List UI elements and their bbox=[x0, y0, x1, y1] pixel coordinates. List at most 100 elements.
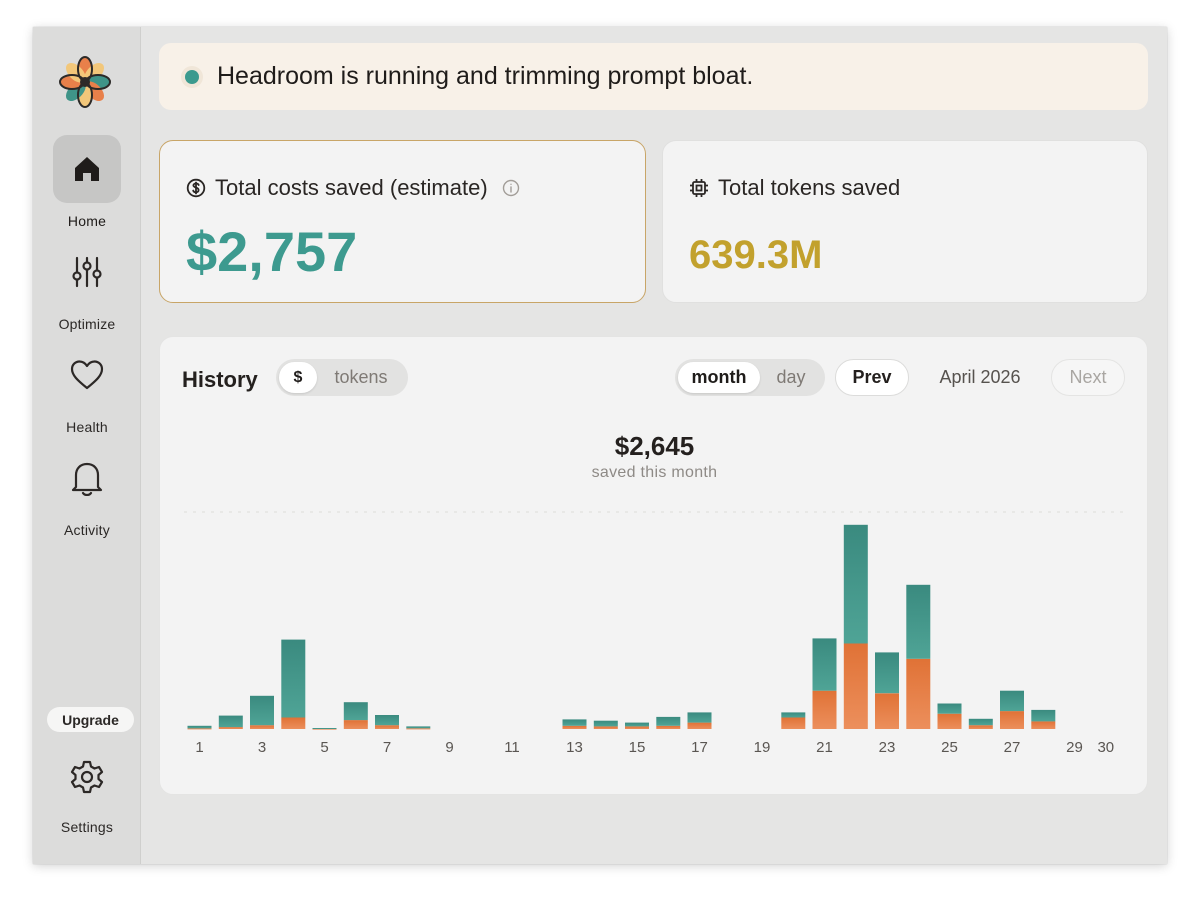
bar-day-4-series-0[interactable] bbox=[281, 717, 306, 730]
bar-day-5-series-1[interactable] bbox=[312, 728, 337, 729]
tokens-value: 639.3M bbox=[689, 233, 823, 277]
bar-day-13-series-1[interactable] bbox=[562, 719, 587, 726]
bar-day-7-series-0[interactable] bbox=[375, 725, 399, 729]
period-month-option[interactable]: month bbox=[678, 362, 760, 393]
sidebar-item-health[interactable]: Health bbox=[33, 341, 141, 435]
bar-day-3-series-0[interactable] bbox=[250, 725, 274, 729]
x-tick-label: 30 bbox=[1097, 739, 1114, 756]
bar-day-17-series-1[interactable] bbox=[687, 712, 712, 723]
bar-day-22-series-0[interactable] bbox=[843, 643, 868, 730]
bar-day-8-series-0[interactable] bbox=[406, 728, 431, 730]
history-panel: History $ tokens month day Prev April 20… bbox=[159, 336, 1148, 795]
unit-tokens-option[interactable]: tokens bbox=[334, 367, 388, 387]
bar-day-20-series-0[interactable] bbox=[781, 717, 806, 730]
x-tick-label: 19 bbox=[754, 739, 771, 756]
sidebar-item-activity[interactable]: Activity bbox=[33, 444, 141, 538]
dollar-circle-icon bbox=[186, 178, 206, 198]
bar-day-21-series-0[interactable] bbox=[812, 690, 837, 729]
bar-day-16-series-1[interactable] bbox=[656, 716, 681, 726]
x-tick-label: 17 bbox=[691, 739, 708, 756]
sidebar-item-label: Home bbox=[67, 213, 107, 229]
bar-day-28-series-0[interactable] bbox=[1031, 721, 1056, 729]
bar-day-21-series-1[interactable] bbox=[812, 638, 837, 691]
bar-day-15-series-0[interactable] bbox=[625, 726, 649, 729]
status-dot-icon bbox=[181, 65, 203, 88]
sidebar-item-home[interactable]: Home bbox=[33, 135, 141, 229]
x-tick-label: 7 bbox=[383, 739, 391, 756]
x-tick-label: 11 bbox=[504, 739, 520, 756]
bar-day-15-series-1[interactable] bbox=[625, 722, 649, 727]
info-icon[interactable] bbox=[502, 179, 520, 197]
tokens-card-title: Total tokens saved bbox=[718, 175, 901, 200]
sliders-icon bbox=[53, 238, 121, 306]
history-title: History bbox=[182, 367, 258, 392]
home-icon bbox=[53, 135, 121, 203]
bar-day-5-series-0[interactable] bbox=[312, 728, 337, 730]
bar-day-2-series-1[interactable] bbox=[218, 715, 243, 728]
sidebar-item-optimize[interactable]: Optimize bbox=[33, 238, 141, 332]
bar-day-28-series-1[interactable] bbox=[1031, 709, 1056, 722]
period-day-option[interactable]: day bbox=[776, 367, 806, 387]
bar-day-16-series-0[interactable] bbox=[656, 725, 681, 729]
app-window: Home Optimize Health bbox=[33, 27, 1167, 864]
heart-icon bbox=[53, 341, 121, 409]
gear-icon bbox=[53, 743, 121, 811]
history-bar-chart: 1 3 5 7 9 11 13 15 17 19 21 23 25 27 29 30 bbox=[184, 511, 1126, 756]
x-tick-label: 21 bbox=[816, 739, 833, 756]
unit-toggle: $ tokens bbox=[276, 359, 408, 396]
bar-day-23-series-1[interactable] bbox=[875, 652, 899, 694]
sidebar-item-label: Health bbox=[66, 419, 108, 435]
unit-dollar-option[interactable]: $ bbox=[279, 362, 317, 393]
next-button[interactable]: Next bbox=[1051, 359, 1125, 396]
upgrade-button[interactable]: Upgrade bbox=[47, 707, 134, 732]
bar-day-6-series-1[interactable] bbox=[343, 702, 368, 721]
bar-day-25-series-0[interactable] bbox=[937, 713, 962, 729]
bar-day-1-series-0[interactable] bbox=[187, 728, 212, 730]
month-total: $2,645 bbox=[614, 431, 695, 461]
sidebar-item-label: Optimize bbox=[58, 316, 116, 332]
x-tick-label: 29 bbox=[1066, 739, 1083, 756]
month-total-caption: saved this month bbox=[591, 464, 718, 481]
x-tick-label: 25 bbox=[941, 739, 958, 756]
bell-icon bbox=[53, 444, 121, 512]
bar-day-3-series-1[interactable] bbox=[250, 695, 274, 726]
bar-day-24-series-1[interactable] bbox=[906, 584, 931, 659]
period-toggle: month day bbox=[675, 359, 825, 396]
x-tick-label: 23 bbox=[879, 739, 896, 756]
x-tick-label: 27 bbox=[1004, 739, 1021, 756]
bar-day-25-series-1[interactable] bbox=[937, 703, 962, 714]
bar-day-22-series-1[interactable] bbox=[843, 524, 868, 644]
bar-day-20-series-1[interactable] bbox=[781, 712, 806, 718]
bar-day-6-series-0[interactable] bbox=[343, 720, 368, 729]
bar-day-13-series-0[interactable] bbox=[562, 725, 587, 729]
bar-day-27-series-0[interactable] bbox=[1000, 711, 1024, 729]
x-tick-label: 15 bbox=[629, 739, 646, 756]
bar-day-27-series-1[interactable] bbox=[1000, 690, 1024, 712]
sidebar: Home Optimize Health bbox=[33, 27, 141, 864]
status-text: Headroom is running and trimming prompt … bbox=[217, 62, 754, 90]
bar-day-26-series-1[interactable] bbox=[968, 718, 993, 726]
bar-day-23-series-0[interactable] bbox=[875, 693, 899, 729]
bar-day-14-series-0[interactable] bbox=[593, 726, 618, 729]
prev-button[interactable]: Prev bbox=[835, 359, 909, 396]
bar-day-17-series-0[interactable] bbox=[687, 722, 712, 729]
bar-day-1-series-1[interactable] bbox=[187, 725, 212, 729]
x-tick-label: 3 bbox=[258, 739, 266, 756]
bar-day-24-series-0[interactable] bbox=[906, 658, 931, 729]
bar-day-7-series-1[interactable] bbox=[375, 715, 399, 726]
costs-card-title: Total costs saved (estimate) bbox=[215, 175, 488, 200]
app-logo-icon bbox=[59, 56, 111, 108]
costs-value: $2,757 bbox=[186, 220, 358, 283]
chip-icon bbox=[689, 178, 709, 198]
bar-day-2-series-0[interactable] bbox=[218, 727, 243, 729]
sidebar-item-label: Activity bbox=[64, 522, 110, 538]
bar-day-14-series-1[interactable] bbox=[593, 720, 618, 727]
tokens-saved-card: Total tokens saved 639.3M bbox=[662, 140, 1148, 303]
bar-day-4-series-1[interactable] bbox=[281, 639, 306, 718]
x-tick-label: 9 bbox=[445, 739, 453, 756]
bar-day-8-series-1[interactable] bbox=[406, 726, 431, 729]
current-month-label: April 2026 bbox=[939, 367, 1021, 387]
bar-day-26-series-0[interactable] bbox=[968, 725, 993, 729]
sidebar-item-settings[interactable]: Settings bbox=[33, 743, 141, 835]
x-tick-label: 13 bbox=[566, 739, 583, 756]
